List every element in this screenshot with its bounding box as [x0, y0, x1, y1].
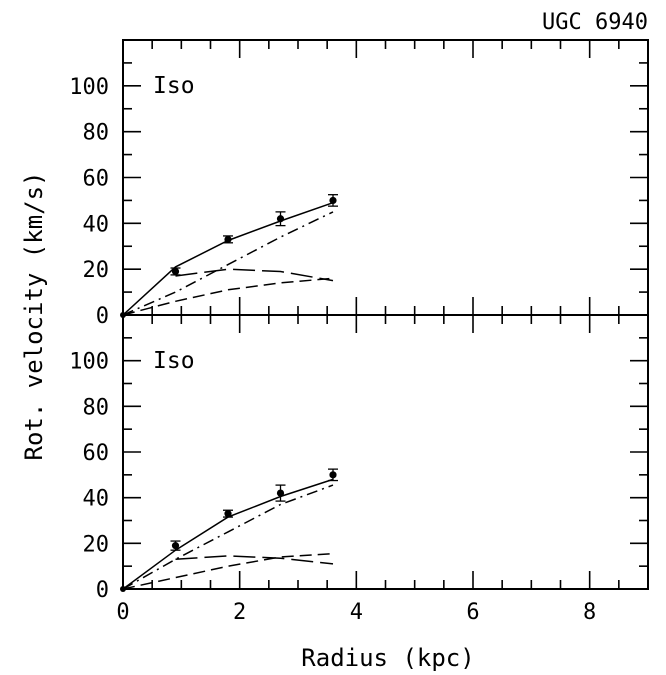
plot-frame	[122, 314, 649, 590]
curve-solid	[122, 201, 334, 316]
x-tick-label: 0	[116, 600, 129, 625]
data-point	[276, 489, 285, 497]
y-tick-label: 0	[96, 578, 109, 603]
curve-dashdot	[122, 484, 334, 590]
y-tick-label: 80	[83, 121, 110, 146]
x-tick-label: 6	[466, 600, 479, 625]
figure-title: UGC 6940	[542, 10, 648, 35]
panel-label: Iso	[153, 348, 195, 374]
curve-longdash	[175, 555, 334, 565]
y-tick-label: 100	[69, 75, 109, 100]
y-axis-title: Rot. velocity (km/s)	[20, 172, 48, 461]
top-panel: 0 20 40 60 80 100 Iso	[69, 39, 649, 329]
y-tick-label: 60	[83, 167, 110, 192]
curve-longdash	[175, 268, 334, 282]
curve-dash	[122, 552, 334, 590]
curve-dash	[122, 277, 334, 316]
y-tick-label: 40	[83, 212, 110, 237]
y-tick-label: 40	[83, 487, 110, 512]
data-point	[329, 471, 337, 479]
x-tick-label: 4	[350, 600, 363, 625]
bottom-panel: 0 20 40 60 80 100 0 2 4 6 8 Iso	[69, 314, 649, 625]
x-axis-title: Radius (kpc)	[301, 644, 474, 672]
data-point	[276, 215, 285, 223]
data-point	[224, 510, 232, 518]
data-point	[329, 196, 337, 205]
x-tick-label: 2	[233, 600, 246, 625]
x-tick-label: 8	[583, 600, 596, 625]
curve-solid	[122, 478, 334, 590]
y-tick-label: 100	[69, 350, 109, 375]
data-point	[171, 542, 180, 550]
y-tick-label: 80	[83, 395, 110, 420]
y-tick-label: 20	[83, 532, 110, 557]
panel-label: Iso	[153, 73, 195, 99]
plot-frame	[122, 39, 649, 316]
y-tick-label: 20	[83, 258, 110, 283]
data-point	[171, 267, 180, 276]
data-point	[224, 235, 232, 243]
origin-point	[120, 586, 126, 592]
curve-dashdot	[122, 211, 334, 316]
y-tick-label: 60	[83, 441, 110, 466]
y-tick-label: 0	[96, 304, 109, 329]
